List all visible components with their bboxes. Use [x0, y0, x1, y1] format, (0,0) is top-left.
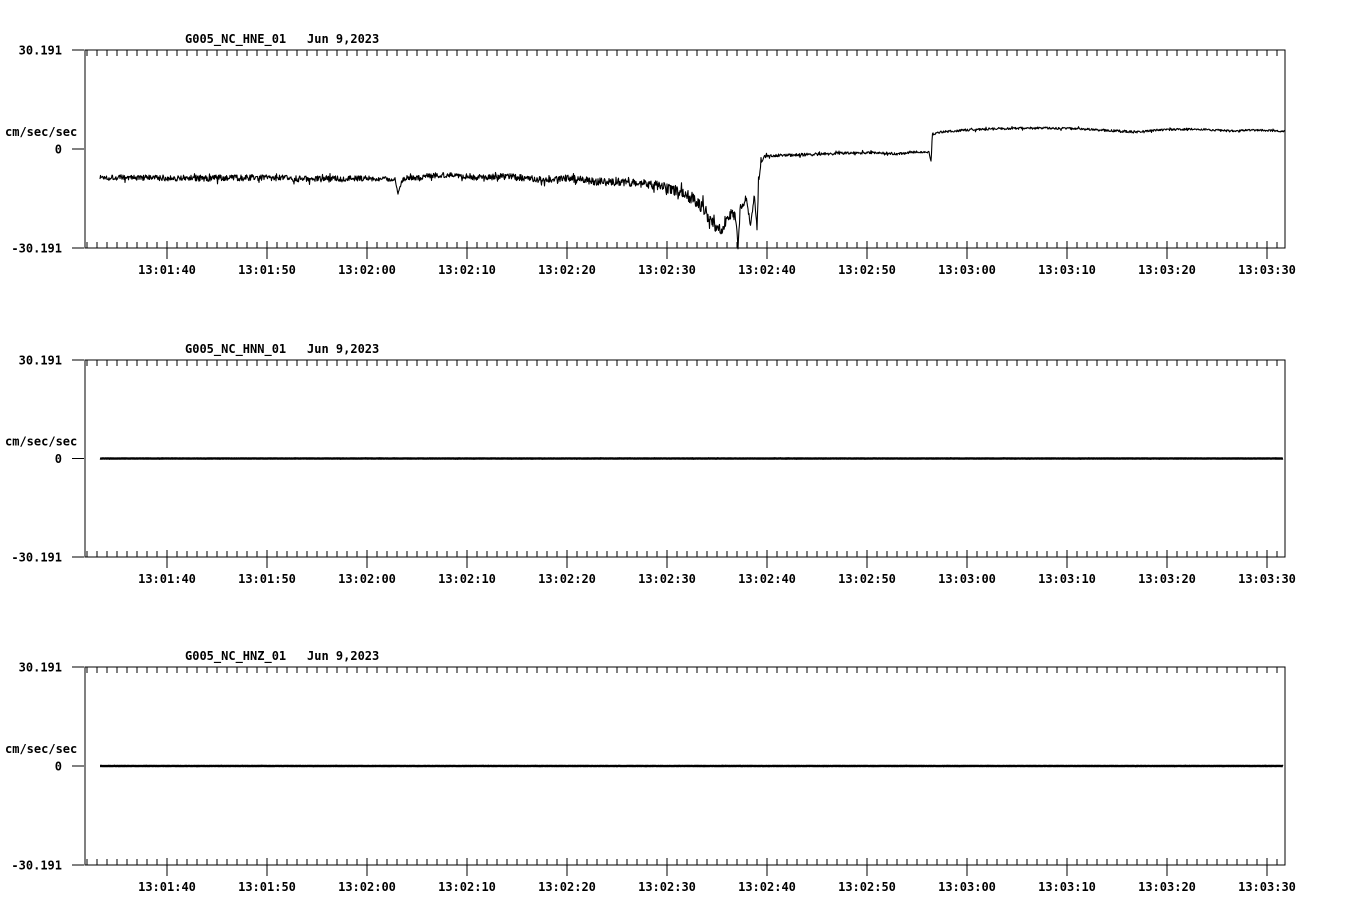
- y-tick-label: 0: [55, 760, 62, 774]
- x-tick-label: 13:02:00: [338, 880, 396, 894]
- y-tick-label: 30.191: [19, 354, 62, 368]
- panel-title: G005_NC_HNN_01: [185, 342, 286, 357]
- x-tick-label: 13:02:50: [838, 880, 896, 894]
- x-tick-label: 13:03:30: [1238, 263, 1296, 277]
- x-tick-label: 13:03:30: [1238, 880, 1296, 894]
- panel-HNZ: 30.191 0 -30.191 cm/sec/sec G005_NC_HNZ_01 Ju…: [5, 649, 1296, 894]
- x-tick-label: 13:03:30: [1238, 572, 1296, 586]
- x-tick-label: 13:02:00: [338, 263, 396, 277]
- x-tick-label: 13:01:50: [238, 572, 296, 586]
- x-tick-label: 13:02:30: [638, 880, 696, 894]
- x-tick-label: 13:01:50: [238, 880, 296, 894]
- y-tick-label: -30.191: [11, 859, 62, 873]
- panel-HNE: 30.191 0 -30.191 cm/sec/sec G005_NC_HNE_01 Ju…: [5, 32, 1296, 277]
- y-tick-label: -30.191: [11, 551, 62, 565]
- plot-frame: [84, 359, 1286, 558]
- x-tick-label: 13:03:00: [938, 263, 996, 277]
- x-tick-label: 13:01:50: [238, 263, 296, 277]
- x-tick-label: 13:03:20: [1138, 263, 1196, 277]
- x-tick-label: 13:03:10: [1038, 880, 1096, 894]
- x-tick-label: 13:01:40: [138, 572, 196, 586]
- x-tick-label: 13:02:40: [738, 263, 796, 277]
- x-tick-label: 13:02:40: [738, 572, 796, 586]
- x-tick-label: 13:03:00: [938, 880, 996, 894]
- y-axis-units-label: cm/sec/sec: [5, 435, 77, 449]
- plot-frame: [84, 49, 1286, 249]
- trace-HNE: [99, 125, 1286, 250]
- x-tick-label: 13:02:10: [438, 880, 496, 894]
- panel-title: G005_NC_HNE_01: [185, 32, 286, 47]
- x-tick-label: 13:02:20: [538, 880, 596, 894]
- x-tick-label: 13:03:10: [1038, 572, 1096, 586]
- x-tick-label: 13:03:10: [1038, 263, 1096, 277]
- x-tick-label: 13:01:40: [138, 263, 196, 277]
- x-tick-label: 13:02:50: [838, 263, 896, 277]
- panel-date: Jun 9,2023: [307, 342, 379, 356]
- x-tick-label: 13:02:30: [638, 572, 696, 586]
- x-tick-label: 13:01:40: [138, 880, 196, 894]
- y-tick-label: 30.191: [19, 661, 62, 675]
- panel-title: G005_NC_HNZ_01: [185, 649, 286, 664]
- x-tick-label: 13:02:10: [438, 263, 496, 277]
- panel-HNN: 30.191 0 -30.191 cm/sec/sec G005_NC_HNN_01 Ju…: [5, 342, 1296, 586]
- y-axis-units-label: cm/sec/sec: [5, 125, 77, 139]
- y-axis-units-label: cm/sec/sec: [5, 742, 77, 756]
- y-tick-label: 0: [55, 143, 62, 157]
- x-tick-label: 13:02:00: [338, 572, 396, 586]
- x-tick-label: 13:02:20: [538, 572, 596, 586]
- x-tick-label: 13:02:30: [638, 263, 696, 277]
- x-tick-label: 13:03:20: [1138, 880, 1196, 894]
- y-tick-label: 30.191: [19, 44, 62, 58]
- x-tick-label: 13:02:40: [738, 880, 796, 894]
- y-tick-label: -30.191: [11, 242, 62, 256]
- panel-date: Jun 9,2023: [307, 649, 379, 663]
- x-tick-label: 13:02:10: [438, 572, 496, 586]
- x-tick-label: 13:03:20: [1138, 572, 1196, 586]
- panel-date: Jun 9,2023: [307, 32, 379, 46]
- plot-frame: [84, 666, 1286, 866]
- y-tick-label: 0: [55, 452, 62, 466]
- x-tick-label: 13:02:50: [838, 572, 896, 586]
- x-tick-label: 13:02:20: [538, 263, 596, 277]
- x-tick-label: 13:03:00: [938, 572, 996, 586]
